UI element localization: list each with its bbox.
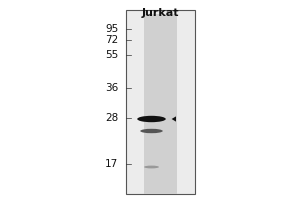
Text: 72: 72 [105,35,119,45]
Ellipse shape [137,116,166,122]
Text: 95: 95 [105,24,119,34]
Text: 28: 28 [105,113,119,123]
Bar [144,14,177,194]
Polygon shape [172,116,176,122]
Ellipse shape [140,129,163,133]
Text: Jurkat: Jurkat [142,8,179,18]
Bar [126,10,195,194]
Text: 36: 36 [105,83,119,93]
Text: 17: 17 [105,159,119,169]
Ellipse shape [144,166,159,168]
Text: 55: 55 [105,50,119,60]
